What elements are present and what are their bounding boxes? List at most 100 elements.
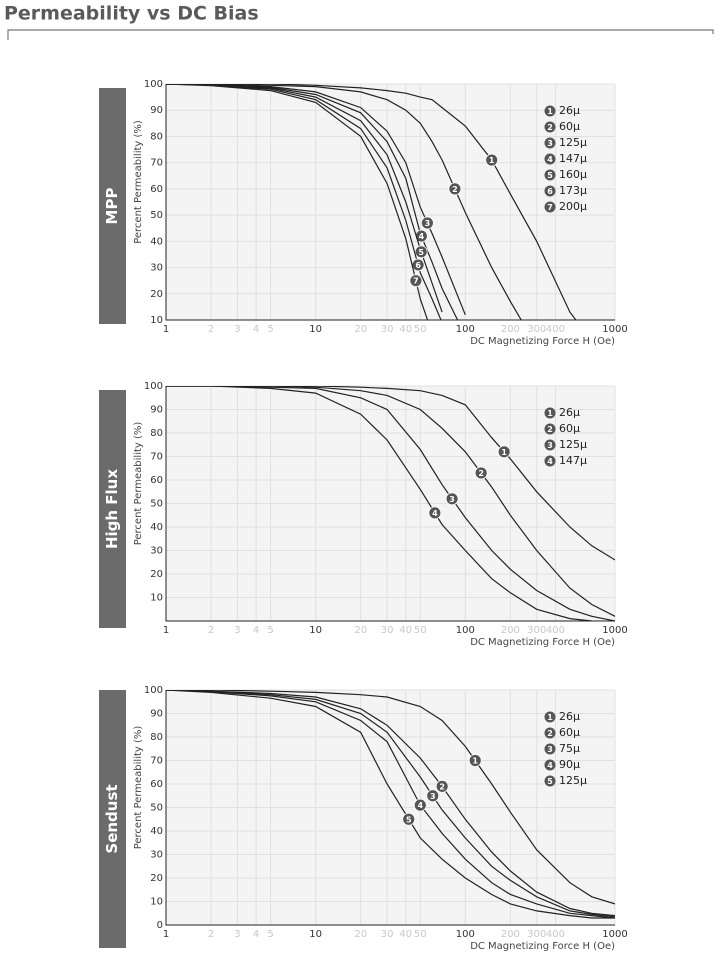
curve-marker-label: 4 [417,801,423,810]
x-tick-label: 100 [456,625,475,636]
legend-marker [544,105,556,117]
curve-marker [497,445,511,459]
curve-marker [426,789,440,803]
x-tick-label: 2 [208,929,214,940]
curve-marker-label: 3 [430,792,436,801]
legend-label: 160μ [559,168,587,181]
x-tick-label: 30 [381,324,394,335]
y-axis-label: Percent Permeability (%) [133,120,144,244]
legend-marker [544,423,556,435]
y-tick-label: 70 [150,452,163,463]
legend-marker-label: 4 [547,155,553,164]
y-tick-label: 10 [150,897,163,908]
curve-marker-label: 1 [489,156,495,165]
curve-marker [402,812,416,826]
x-tick-label: 1 [163,929,169,940]
axis-line [165,84,615,321]
legend-marker [544,201,556,213]
curve-marker [428,506,442,520]
x-tick-label: 4 [253,929,259,940]
curve-marker [474,466,488,480]
legend-label: 60μ [559,726,580,739]
x-tick-label: 400 [546,324,565,335]
series-line [166,386,615,617]
legend-marker [544,137,556,149]
legend-marker [544,153,556,165]
x-tick-label: 40 [399,324,412,335]
x-tick-label: 1000 [602,929,627,940]
legend-marker-label: 1 [547,409,553,418]
legend-marker-label: 2 [547,123,553,132]
x-tick-label: 200 [501,929,520,940]
curve-marker [414,245,428,259]
x-tick-label: 10 [309,324,322,335]
legend-marker-label: 3 [547,139,553,148]
y-tick-label: 20 [150,873,163,884]
y-tick-label: 80 [150,131,163,142]
x-tick-label: 300 [527,929,546,940]
legend-label: 60μ [559,422,580,435]
side-bar [99,390,126,628]
x-tick-label: 50 [414,324,427,335]
legend-marker-label: 1 [547,107,553,116]
legend-label: 75μ [559,742,580,755]
y-tick-label: 100 [144,685,163,696]
curve-marker-label: 2 [439,782,445,791]
curve-marker-label: 4 [432,509,438,518]
page-title: Permeability vs DC Bias [4,3,259,25]
y-tick-label: 30 [150,546,163,557]
legend-label: 173μ [559,184,587,197]
y-tick-label: 50 [150,499,163,510]
legend-label: 125μ [559,438,587,451]
legend-marker [544,743,556,755]
side-bar [99,88,126,324]
plot-area [166,84,615,320]
x-tick-label: 4 [253,625,259,636]
y-tick-label: 80 [150,428,163,439]
x-tick-label: 20 [354,324,367,335]
legend-marker [544,775,556,787]
y-tick-label: 10 [150,593,163,604]
curve-marker-label: 2 [478,469,484,478]
x-axis-label: DC Magnetizing Force H (Oe) [470,336,615,347]
y-tick-label: 30 [150,263,163,274]
curve-marker [420,216,434,230]
x-axis-label: DC Magnetizing Force H (Oe) [470,941,615,952]
curve-marker-label: 4 [419,232,425,241]
curve-marker [413,798,427,812]
legend-marker [544,759,556,771]
series-line [166,84,442,320]
legend-marker [544,121,556,133]
x-tick-label: 3 [234,324,240,335]
x-tick-label: 200 [501,625,520,636]
y-tick-label: 60 [150,779,163,790]
legend-label: 90μ [559,758,580,771]
legend-marker [544,169,556,181]
curve-marker [485,153,499,167]
legend-marker [544,185,556,197]
x-tick-label: 2 [208,625,214,636]
legend-marker-label: 3 [547,745,553,754]
side-bar [99,690,126,948]
y-tick-label: 20 [150,289,163,300]
legend-marker-label: 4 [547,761,553,770]
y-tick-label: 40 [150,522,163,533]
curve-marker-label: 3 [425,219,431,228]
x-tick-label: 20 [354,929,367,940]
x-tick-label: 300 [527,324,546,335]
series-line [166,84,522,320]
series-line [166,690,615,919]
y-tick-label: 100 [144,79,163,90]
x-tick-label: 2 [208,324,214,335]
legend-label: 26μ [559,710,580,723]
y-tick-label: 100 [144,381,163,392]
legend-label: 125μ [559,774,587,787]
x-tick-label: 3 [234,929,240,940]
x-tick-label: 400 [546,625,565,636]
legend-marker-label: 4 [547,457,553,466]
chart-title: Sendust [103,784,121,853]
series-line [166,690,615,919]
x-tick-label: 4 [253,324,259,335]
curve-marker [435,779,449,793]
